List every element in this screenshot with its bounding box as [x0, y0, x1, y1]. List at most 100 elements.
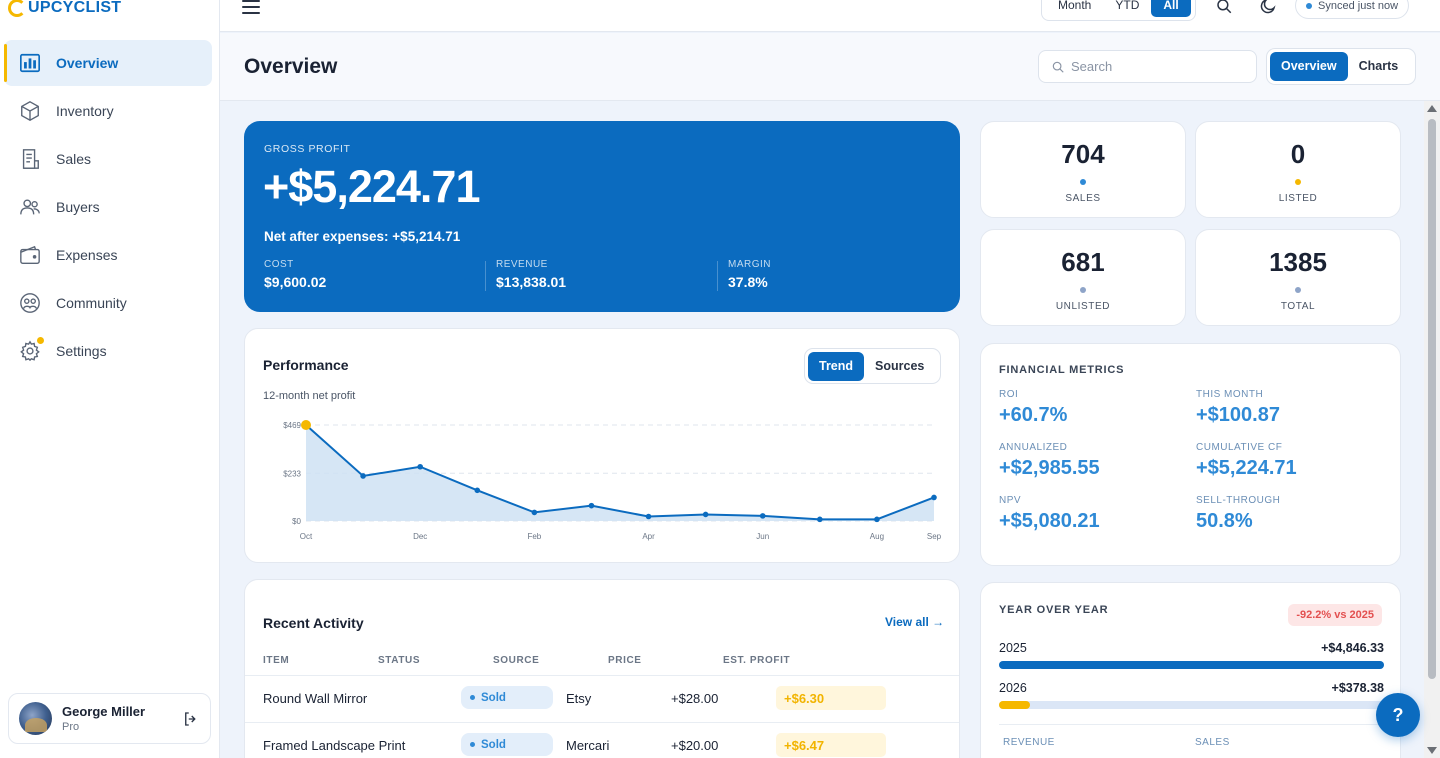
search-box[interactable] [1038, 50, 1257, 83]
yoy-year: 2026 [999, 681, 1027, 695]
page-header: Overview Overview Charts [220, 33, 1440, 101]
data-point [531, 509, 538, 516]
yoy-bar-2026 [999, 701, 1384, 709]
stat-dot [1295, 287, 1301, 293]
menu-icon[interactable] [242, 0, 260, 14]
stat-card-unlisted[interactable]: 681 UNLISTED [980, 229, 1186, 326]
sidebar-item-buyers[interactable]: Buyers [4, 184, 212, 230]
sidebar: UPCYCLIST Overview Inventory Sales Buyer… [0, 0, 220, 758]
sync-dot [1306, 2, 1312, 9]
logo-text: UPCYCLIST [28, 0, 122, 16]
period-ytd-button[interactable]: YTD [1115, 0, 1140, 12]
divider [485, 261, 486, 291]
x-tick-label: Feb [527, 532, 541, 541]
performance-title: Performance [263, 357, 349, 373]
yoy-change-badge: -92.2% vs 2025 [1288, 604, 1382, 626]
data-point [817, 516, 823, 523]
sidebar-item-inventory[interactable]: Inventory [4, 88, 212, 134]
price-cell: +$20.00 [671, 738, 719, 753]
stat-dot [1080, 179, 1086, 185]
margin-block: MARGIN 37.8% [728, 259, 771, 290]
x-tick-label: Jun [756, 532, 769, 541]
status-badge: Sold [461, 686, 553, 709]
stat-label: SALES [1065, 193, 1101, 204]
status-text: Sold [481, 691, 506, 704]
profit-badge: +$6.47 [776, 733, 886, 757]
sidebar-item-label: Sales [56, 151, 92, 167]
divider [717, 261, 718, 291]
sidebar-item-label: Expenses [56, 247, 118, 263]
sidebar-item-expenses[interactable]: Expenses [4, 232, 212, 278]
item-cell: Framed Landscape Print [263, 738, 406, 753]
sidebar-item-label: Community [56, 295, 127, 311]
metric-cumulative-cf: CUMULATIVE CF +$5,224.71 [1196, 442, 1297, 480]
sidebar-item-overview[interactable]: Overview [4, 40, 212, 86]
page-title: Overview [244, 55, 338, 78]
search-icon[interactable] [1215, 0, 1233, 15]
metric-label: THIS MONTH [1196, 389, 1264, 400]
scroll-thumb[interactable] [1428, 119, 1436, 679]
column-header: SOURCE [493, 655, 540, 666]
moon-icon[interactable] [1259, 0, 1277, 15]
table-row[interactable]: Round Wall Mirror Sold Etsy +$28.00 +$6.… [245, 675, 959, 722]
period-toggle: Month YTD All [1041, 0, 1196, 21]
period-month-button[interactable]: Month [1058, 0, 1092, 12]
data-point [874, 516, 880, 523]
table-row[interactable]: Framed Landscape Print Sold Mercari +$20… [245, 722, 959, 758]
stat-card-total[interactable]: 1385 TOTAL [1195, 229, 1401, 326]
stat-card-sales[interactable]: 704 SALES [980, 121, 1186, 218]
app-logo[interactable]: UPCYCLIST [8, 0, 121, 20]
column-header: EST. PROFIT [723, 655, 791, 666]
scrollbar[interactable] [1424, 101, 1440, 758]
stat-value: 704 [1061, 139, 1105, 169]
user-card[interactable]: George Miller Pro [8, 693, 211, 744]
column-header: PRICE [608, 655, 642, 666]
scroll-up-icon[interactable] [1427, 105, 1437, 112]
metric-value: +60.7% [999, 404, 1068, 426]
margin-label: MARGIN [728, 259, 771, 270]
view-all-link[interactable]: View all → [885, 615, 945, 629]
avatar [19, 702, 52, 735]
scroll-down-icon[interactable] [1427, 747, 1437, 754]
performance-chart: $0 $233 $469 Oct Dec Feb Apr Jun Aug Sep [283, 420, 942, 541]
gross-profit-amount: +$5,224.71 [263, 161, 480, 212]
metric-label: ANNUALIZED [999, 442, 1068, 453]
yoy-row-2025: 2025 +$4,846.33 [999, 641, 1384, 655]
sidebar-item-label: Settings [56, 343, 107, 359]
period-all-button[interactable]: All [1151, 0, 1191, 17]
wallet-icon [18, 243, 42, 267]
sidebar-nav: Overview Inventory Sales Buyers Expenses [4, 40, 212, 376]
status-dot [470, 742, 475, 747]
sidebar-item-label: Inventory [56, 103, 114, 119]
series-line [305, 424, 935, 521]
sidebar-item-sales[interactable]: Sales [4, 136, 212, 182]
yoy-value: +$4,846.33 [1321, 641, 1384, 655]
view-charts-button[interactable]: Charts [1358, 59, 1399, 73]
help-button[interactable]: ? [1376, 693, 1420, 737]
stat-value: 681 [1061, 247, 1105, 277]
top-bar: Month YTD All Synced just now [220, 0, 1440, 32]
sidebar-item-community[interactable]: Community [4, 280, 212, 326]
revenue-label: REVENUE [496, 259, 548, 270]
sidebar-item-label: Buyers [56, 199, 100, 215]
stat-label: LISTED [1278, 193, 1318, 204]
cost-label: COST [264, 259, 294, 270]
metric-value: +$100.87 [1196, 404, 1280, 426]
stat-card-listed[interactable]: 0 LISTED [1195, 121, 1401, 218]
sources-tab[interactable]: Sources [875, 358, 925, 373]
data-point [645, 513, 652, 520]
sidebar-item-settings[interactable]: Settings [4, 328, 212, 374]
search-input[interactable] [1071, 59, 1241, 74]
data-point [417, 463, 423, 470]
y-tick-label: $0 [292, 517, 301, 526]
logout-icon[interactable] [182, 710, 200, 728]
yoy-footer-label: SALES [1195, 737, 1230, 748]
view-overview-button[interactable]: Overview [1270, 52, 1348, 81]
trend-tab[interactable]: Trend [808, 351, 865, 381]
data-point-highlight [301, 420, 311, 430]
bar-chart-icon [18, 51, 42, 75]
metric-value: 50.8% [1196, 510, 1253, 532]
stat-label: UNLISTED [1055, 301, 1111, 312]
metric-label: CUMULATIVE CF [1196, 442, 1283, 453]
yoy-footer-label: REVENUE [1003, 737, 1055, 748]
